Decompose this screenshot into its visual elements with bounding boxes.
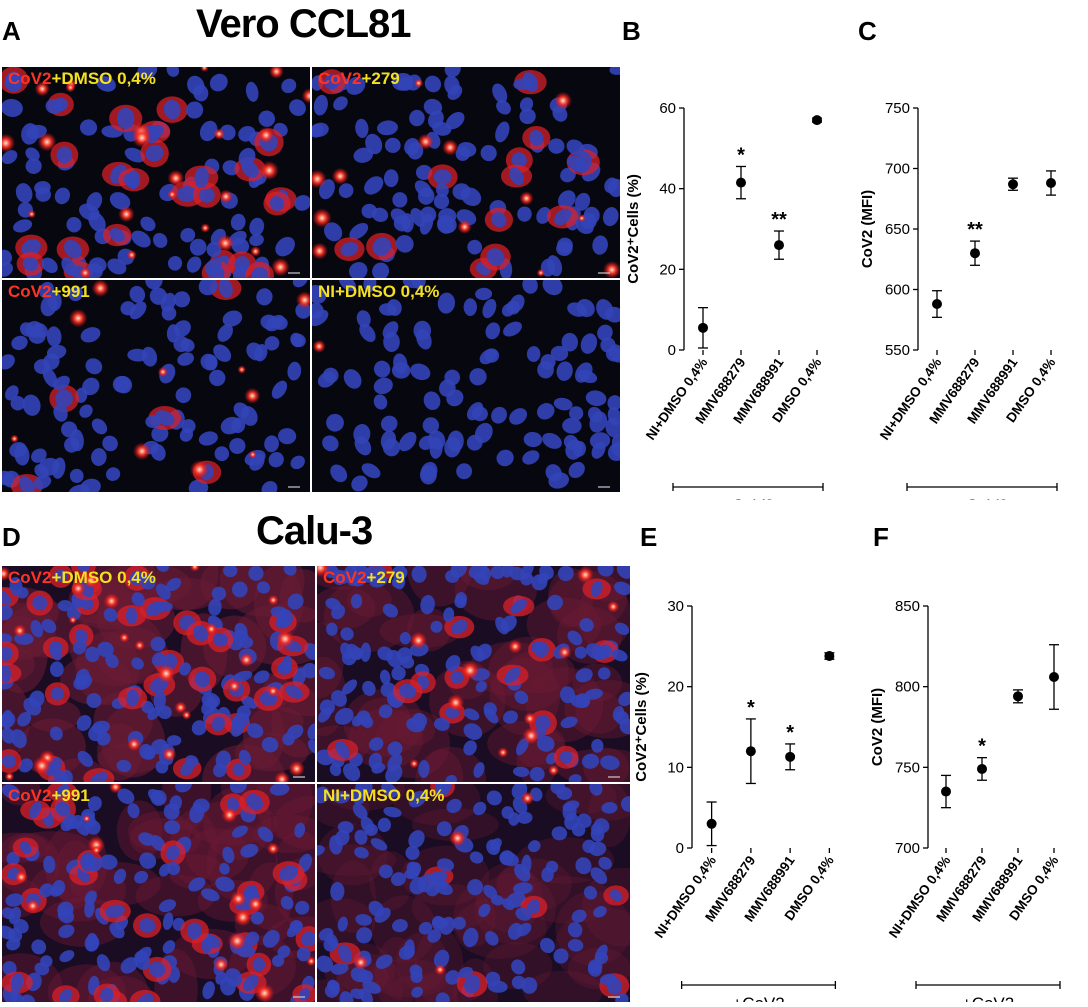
calu-micrograph-ni-dmso: NI+DMSO 0,4% bbox=[317, 784, 630, 1002]
y-tick-label: 40 bbox=[659, 181, 676, 198]
micrograph-label: NI+DMSO 0,4% bbox=[323, 786, 445, 805]
calu-micrograph-grid: CoV2+DMSO 0,4% CoV2+279 CoV2+991 NI+DMSO… bbox=[2, 566, 630, 1002]
data-point bbox=[745, 746, 756, 757]
significance-mark: ** bbox=[771, 209, 787, 231]
y-tick-label: 60 bbox=[659, 100, 676, 117]
calu-title: Calu-3 bbox=[256, 509, 373, 553]
vero-micrograph-cov2-279: CoV2+279 bbox=[312, 67, 620, 278]
data-point bbox=[774, 240, 784, 251]
data-point bbox=[932, 299, 942, 310]
calu-micrograph-cov2-dmso: CoV2+DMSO 0,4% bbox=[2, 566, 315, 782]
x-tick-label: NI+DMSO 0,4% bbox=[651, 853, 719, 941]
panel-letter-f: F bbox=[873, 522, 889, 552]
x-tick-label: NI+DMSO 0,4% bbox=[886, 853, 954, 941]
bracket-label: +CoV2 bbox=[956, 496, 1008, 500]
micrograph-label: CoV2+991 bbox=[8, 282, 90, 301]
micrograph-label: CoV2+991 bbox=[8, 786, 90, 805]
data-point bbox=[1013, 691, 1023, 702]
y-tick-label: 0 bbox=[668, 342, 676, 359]
significance-mark: * bbox=[737, 144, 745, 166]
data-point bbox=[824, 651, 835, 662]
micrograph-label: CoV2+DMSO 0,4% bbox=[8, 568, 156, 587]
data-point bbox=[1049, 671, 1059, 682]
y-tick-label: 750 bbox=[885, 100, 910, 117]
y-axis-label: CoV2⁺Cells (%) bbox=[633, 672, 650, 782]
y-tick-label: 20 bbox=[667, 679, 684, 696]
data-point bbox=[736, 177, 746, 188]
significance-mark: * bbox=[786, 722, 794, 744]
y-axis-label: CoV2 (MFI) bbox=[859, 190, 876, 268]
y-tick-label: 600 bbox=[885, 282, 910, 299]
panel-letter-c: C bbox=[858, 16, 877, 46]
y-tick-label: 550 bbox=[885, 342, 910, 359]
chart-b: 0 20 40 60 CoV2⁺Cells (%) NI+DMSO 0,4% MMV6882… bbox=[622, 90, 852, 515]
data-point bbox=[698, 322, 708, 333]
chart-c: 550 600 650 700 750 CoV2 (MFI) NI+DMSO 0,4% MMV… bbox=[856, 90, 1086, 515]
panel-letter-b: B bbox=[622, 16, 641, 46]
bracket-label: +CoV2 bbox=[732, 994, 784, 1002]
micrograph-label: CoV2+279 bbox=[323, 568, 405, 587]
data-point bbox=[812, 115, 822, 126]
panel-letter-a: A bbox=[2, 16, 21, 46]
y-tick-label: 750 bbox=[895, 759, 920, 776]
x-tick-label: NI+DMSO 0,4% bbox=[877, 355, 945, 443]
y-tick-label: 650 bbox=[885, 221, 910, 238]
micrograph-label: CoV2+DMSO 0,4% bbox=[8, 69, 156, 88]
significance-mark: * bbox=[747, 697, 755, 719]
data-point bbox=[1046, 178, 1056, 189]
y-tick-label: 850 bbox=[895, 598, 920, 615]
data-point bbox=[706, 818, 717, 829]
data-point bbox=[1008, 179, 1018, 190]
vero-micrograph-grid: CoV2+DMSO 0,4% CoV2+279 CoV2+991 NI+DMSO… bbox=[2, 67, 620, 492]
calu-micrograph-cov2-279: CoV2+279 bbox=[317, 566, 630, 782]
significance-mark: * bbox=[978, 736, 986, 758]
chart-e: 0 10 20 30 CoV2⁺Cells (%) NI+DMSO 0,4% MMV6882… bbox=[630, 588, 865, 1007]
vero-micrograph-cov2-991: CoV2+991 bbox=[2, 280, 310, 492]
bracket-label: +CoV2 bbox=[962, 994, 1014, 1002]
vero-title: Vero CCL81 bbox=[196, 2, 412, 46]
y-tick-label: 10 bbox=[667, 759, 684, 776]
vero-micrograph-ni-dmso: NI+DMSO 0,4% bbox=[312, 280, 620, 492]
y-tick-label: 0 bbox=[676, 840, 684, 857]
chart-f: 700 750 800 850 CoV2 (MFI) NI+DMSO 0,4% MMV688… bbox=[866, 588, 1088, 1007]
significance-mark: ** bbox=[967, 219, 983, 241]
micrograph-label: NI+DMSO 0,4% bbox=[318, 282, 440, 301]
vero-micrograph-cov2-dmso: CoV2+DMSO 0,4% bbox=[2, 67, 310, 278]
y-tick-label: 700 bbox=[885, 161, 910, 178]
bracket-label: +CoV2 bbox=[722, 496, 774, 500]
micrograph-label: CoV2+279 bbox=[318, 69, 400, 88]
y-tick-label: 20 bbox=[659, 261, 676, 278]
x-tick-label: NI+DMSO 0,4% bbox=[643, 355, 711, 443]
data-point bbox=[977, 763, 987, 774]
y-tick-label: 700 bbox=[895, 840, 920, 857]
panel-letter-d: D bbox=[2, 522, 21, 552]
calu-micrograph-cov2-991: CoV2+991 bbox=[2, 784, 315, 1002]
data-point bbox=[970, 248, 980, 259]
y-axis-label: CoV2 (MFI) bbox=[869, 688, 886, 766]
data-point bbox=[785, 751, 796, 762]
y-axis-label: CoV2⁺Cells (%) bbox=[625, 174, 642, 284]
panel-letter-e: E bbox=[640, 522, 658, 552]
y-tick-label: 800 bbox=[895, 679, 920, 696]
y-tick-label: 30 bbox=[667, 598, 684, 615]
data-point bbox=[941, 786, 951, 797]
